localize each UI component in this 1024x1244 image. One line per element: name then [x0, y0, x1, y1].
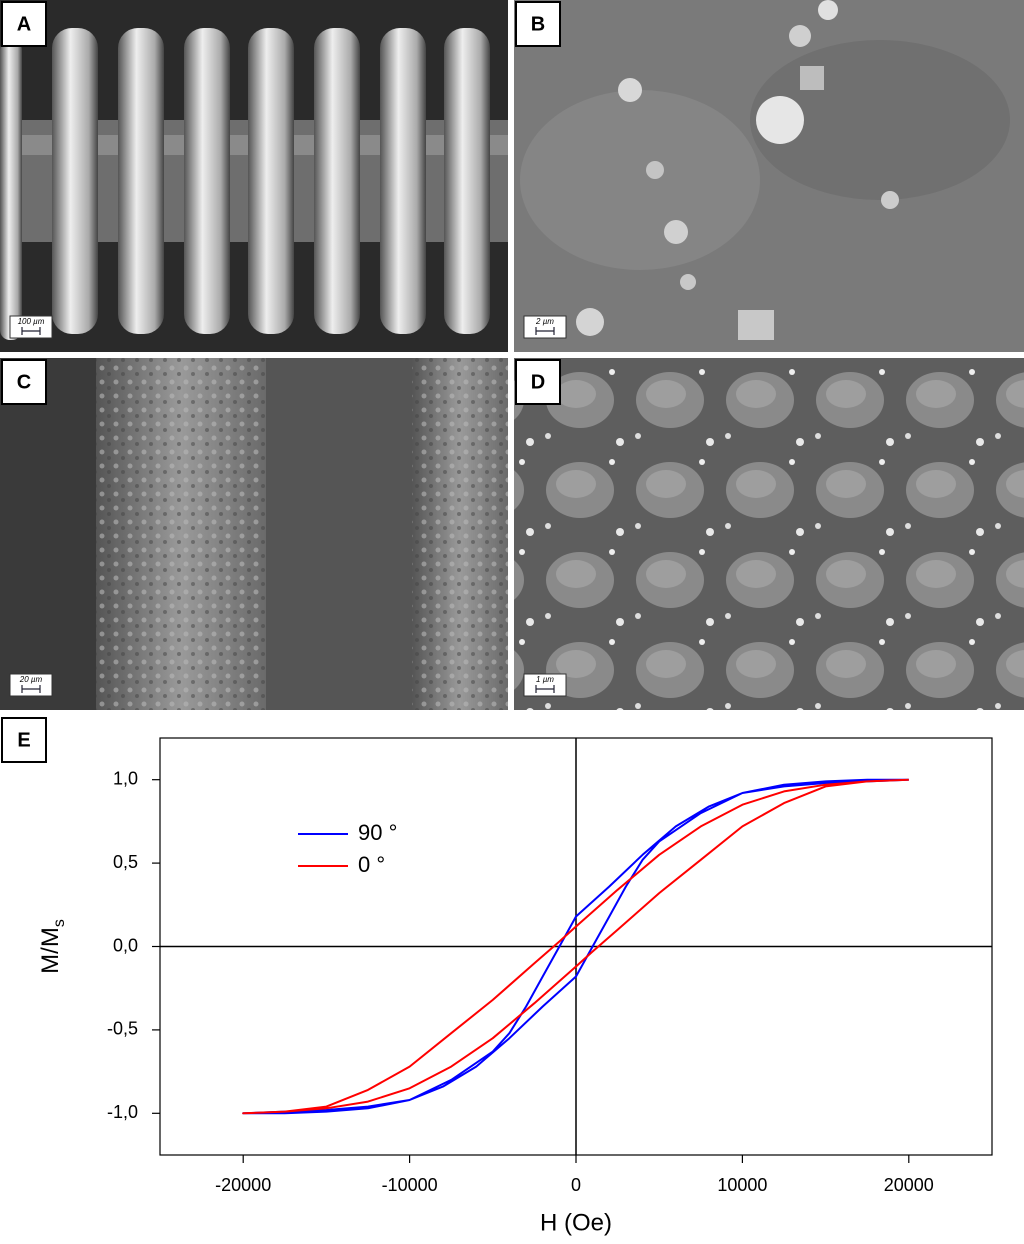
y-tick-label: -1,0: [107, 1102, 138, 1122]
x-tick-label: 0: [571, 1175, 581, 1195]
y-tick-label: 0,5: [113, 852, 138, 872]
y-axis-label-sub: s: [51, 919, 68, 927]
panel-e: E: [1, 717, 47, 763]
scale-bar-label: 20 µm: [19, 675, 43, 684]
sem-image-b: [514, 0, 1024, 352]
panel-label-box: [1, 1, 47, 47]
sem-image-c: [0, 358, 508, 710]
panel-label: E: [17, 729, 30, 751]
legend-label: 90 °: [358, 820, 397, 845]
panel-label: B: [531, 13, 545, 35]
panel-label-box: [515, 359, 561, 405]
scale-bar-box: [523, 673, 567, 697]
scale-bar-box: [9, 315, 53, 339]
panel-label-box: [515, 1, 561, 47]
scale-bar: [535, 327, 555, 335]
y-axis-label: M/Ms: [37, 919, 68, 974]
scale-bar: [21, 327, 41, 335]
series-line: [242, 778, 909, 1115]
panel-label: C: [17, 371, 31, 393]
scale-bar-box: [9, 673, 53, 697]
scale-bar-label: 2 µm: [535, 317, 554, 326]
y-tick-label: -0,5: [107, 1019, 138, 1039]
panel-labels: A 100 µm B 2 µm C 20 µm D 1 µm: [1, 1, 567, 697]
scale-bar: [535, 685, 555, 693]
x-tick-label: 20000: [884, 1175, 934, 1195]
y-tick-label: 1,0: [113, 768, 138, 788]
panel-label: A: [17, 13, 31, 35]
x-tick-label: -20000: [215, 1175, 271, 1195]
x-tick-label: 10000: [717, 1175, 767, 1195]
legend-label: 0 °: [358, 852, 385, 877]
sem-image-d: [514, 358, 1024, 710]
scale-bar-label: 1 µm: [536, 675, 554, 684]
scale-bar-box: [523, 315, 567, 339]
y-axis-label-main: M/M: [37, 927, 64, 974]
scale-bar: [21, 685, 41, 693]
panel-label: D: [531, 371, 545, 393]
x-tick-label: -10000: [382, 1175, 438, 1195]
chart: -20000 -10000 0 10000 20000 -1,0 -0,5 0,0 0,5 1,0…: [37, 737, 993, 1236]
panel-label-box: [1, 717, 47, 763]
y-tick-label: 0,0: [113, 935, 138, 955]
panel-label-box: [1, 359, 47, 405]
scale-bar-label: 100 µm: [18, 317, 45, 326]
sem-image-a: [0, 0, 508, 352]
x-axis-label: H (Oe): [540, 1209, 612, 1236]
